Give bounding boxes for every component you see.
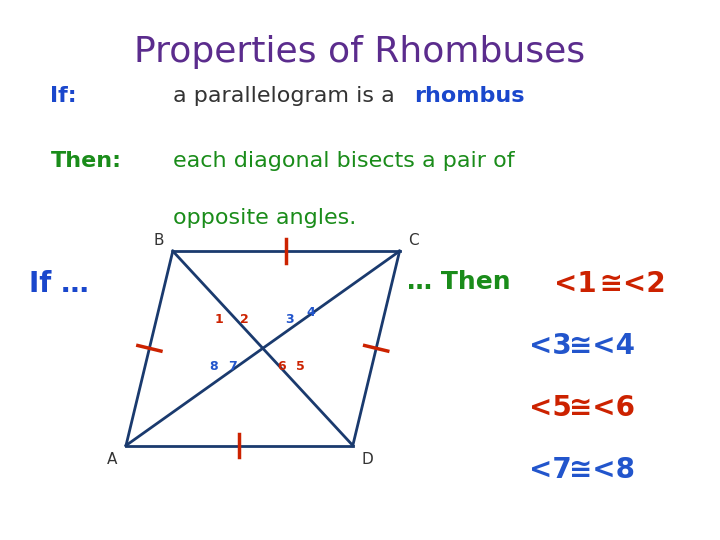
Text: 6: 6: [277, 360, 286, 373]
Text: 8: 8: [210, 360, 218, 373]
Text: Then:: Then:: [50, 151, 122, 171]
Text: ≅<6: ≅<6: [569, 394, 635, 422]
Text: <3: <3: [529, 332, 572, 360]
Text: 2: 2: [240, 313, 248, 326]
Text: If:: If:: [50, 86, 77, 106]
Text: 4: 4: [307, 306, 315, 319]
Text: each diagonal bisects a pair of: each diagonal bisects a pair of: [173, 151, 514, 171]
Text: a parallelogram is a: a parallelogram is a: [173, 86, 402, 106]
Text: 5: 5: [297, 360, 305, 373]
Text: 1: 1: [214, 313, 223, 326]
Text: If …: If …: [29, 270, 89, 298]
Text: A: A: [107, 452, 117, 467]
Text: … Then: … Then: [407, 270, 519, 294]
Text: C: C: [408, 233, 419, 248]
Text: opposite angles.: opposite angles.: [173, 208, 356, 228]
Text: 7: 7: [228, 360, 237, 373]
Text: D: D: [361, 452, 373, 467]
Text: rhombus: rhombus: [414, 86, 524, 106]
Text: B: B: [153, 233, 164, 248]
Text: Properties of Rhombuses: Properties of Rhombuses: [135, 35, 585, 69]
Text: ≅<4: ≅<4: [569, 332, 635, 360]
Text: ≅<8: ≅<8: [569, 456, 635, 484]
Text: 3: 3: [285, 313, 294, 326]
Text: <5: <5: [529, 394, 572, 422]
Text: <1: <1: [554, 270, 597, 298]
Text: ≅<2: ≅<2: [590, 270, 666, 298]
Text: <7: <7: [529, 456, 572, 484]
